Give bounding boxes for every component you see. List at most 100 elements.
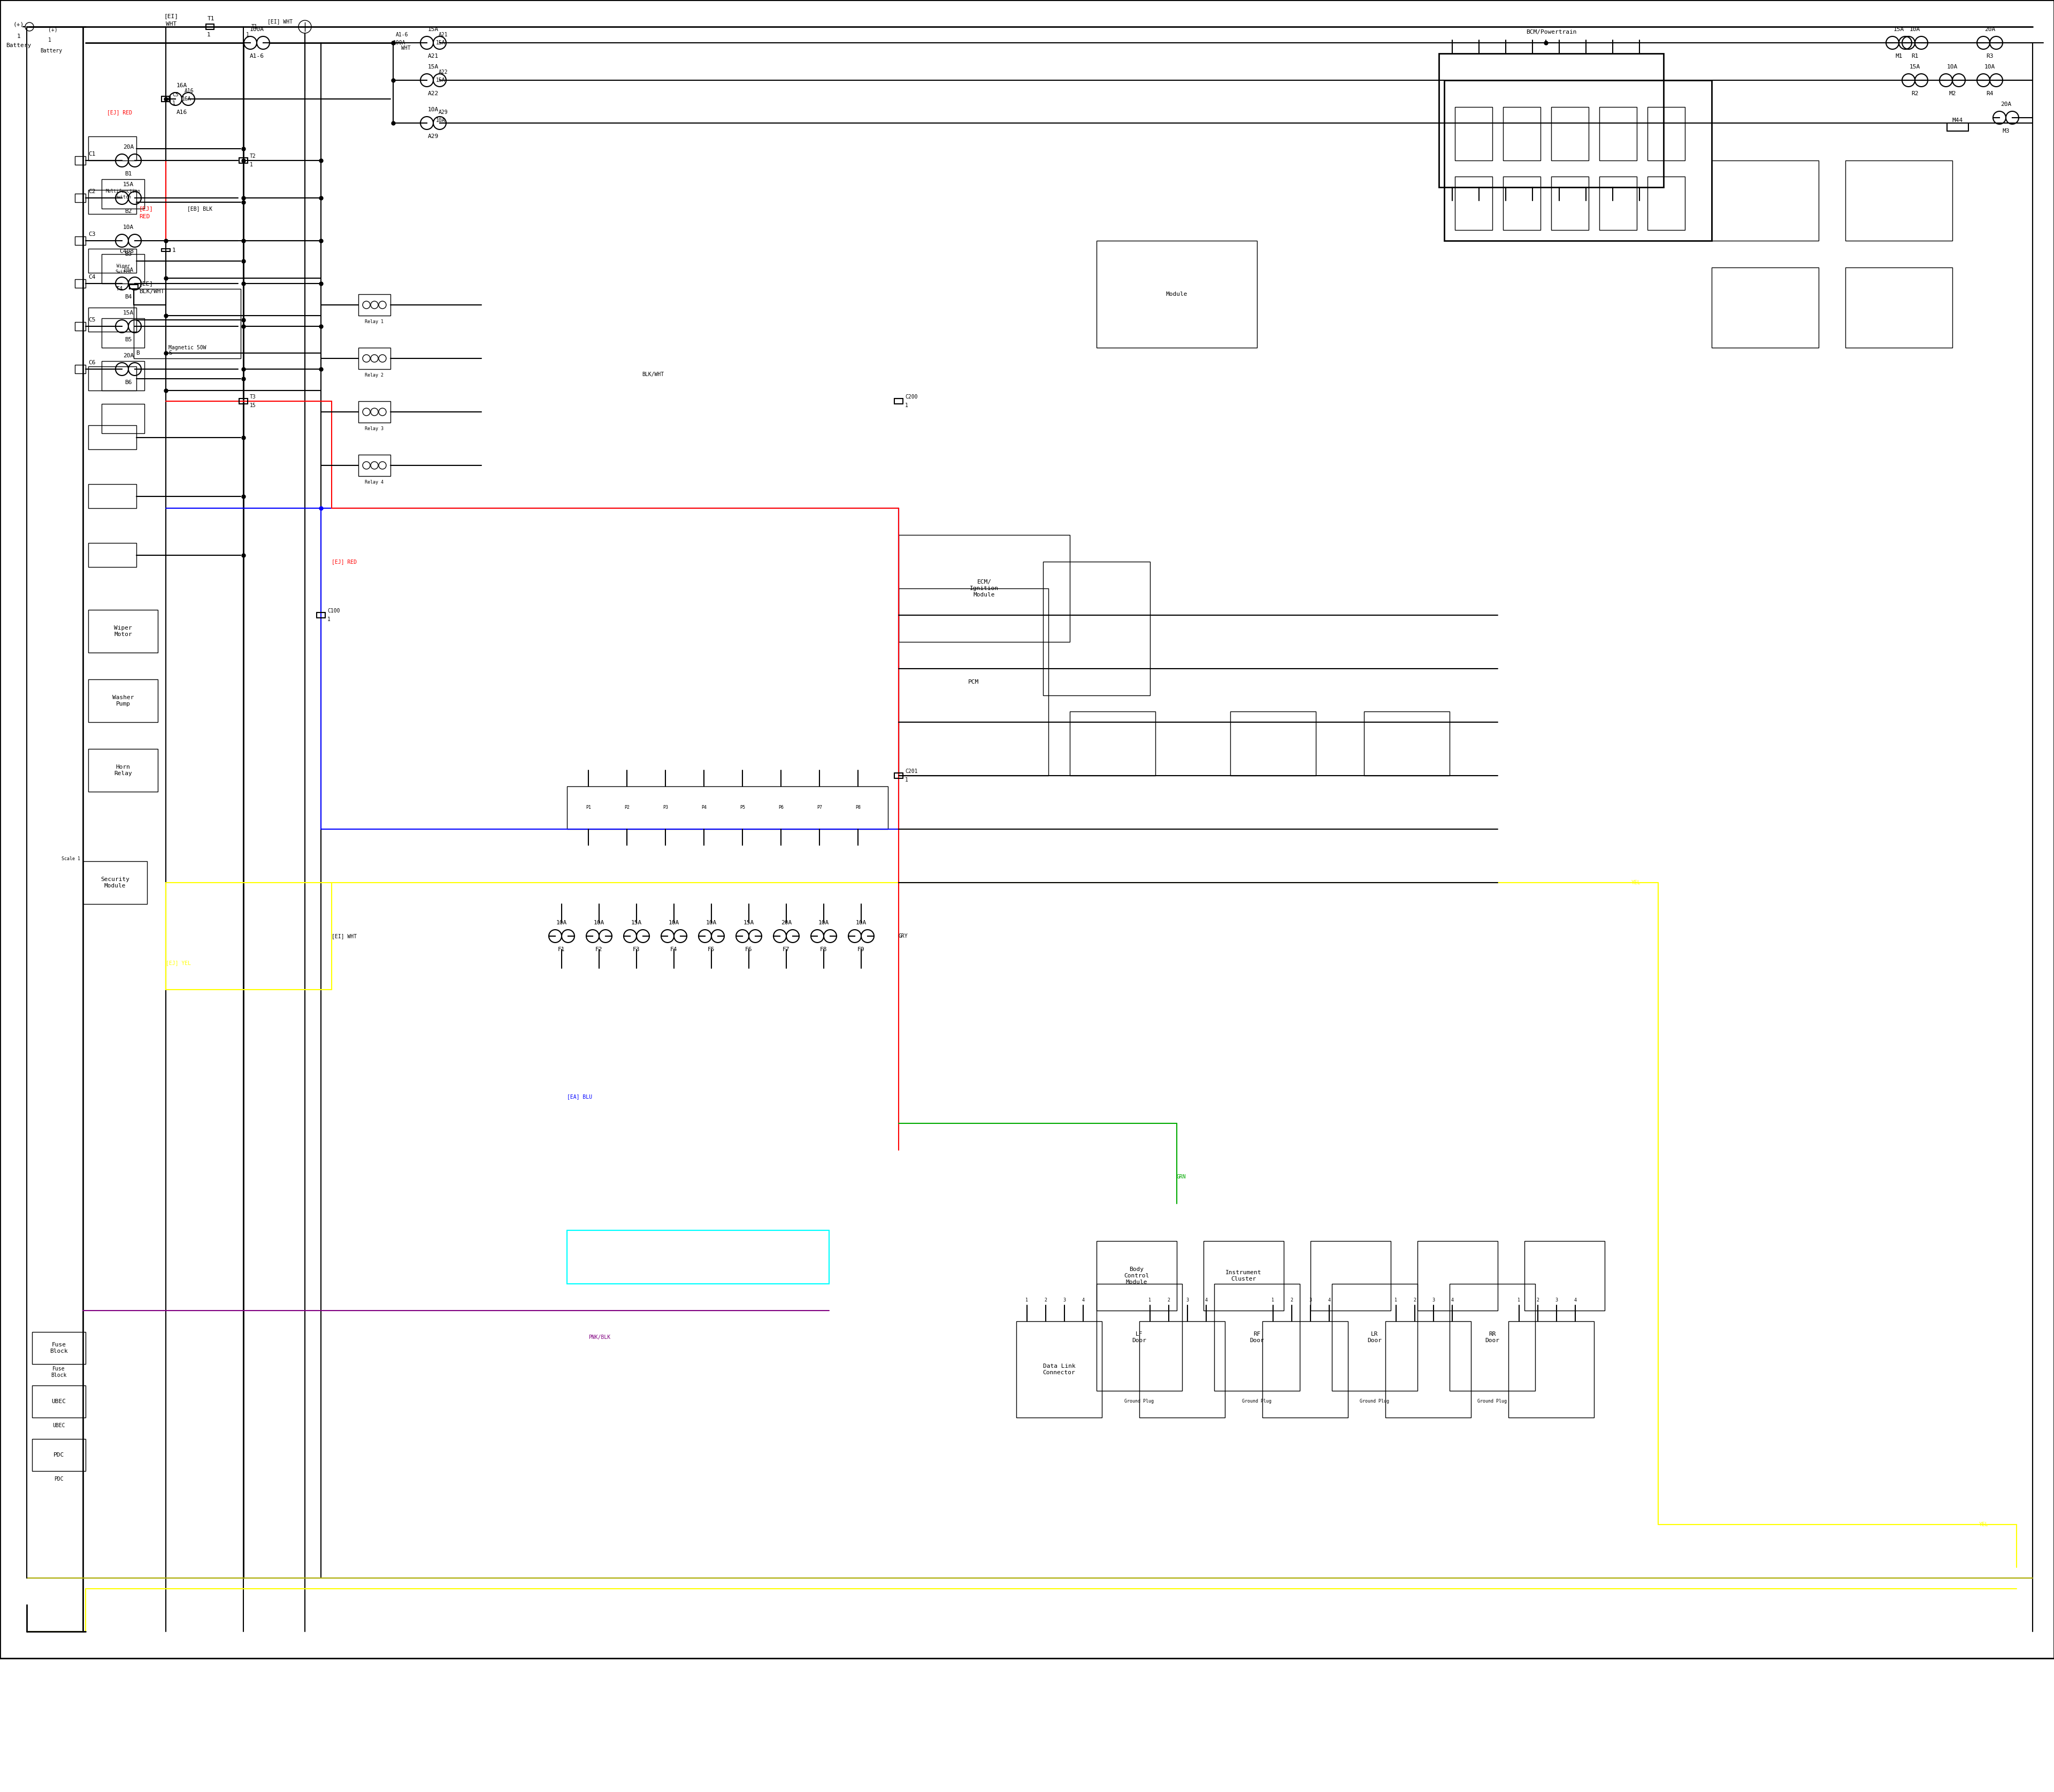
Bar <box>88 543 136 566</box>
Text: R1: R1 <box>1912 54 1918 59</box>
Bar <box>74 194 86 202</box>
Bar <box>88 366 136 391</box>
Text: Multifunction
Switch: Multifunction Switch <box>105 188 140 199</box>
Text: 1: 1 <box>327 616 331 622</box>
Bar <box>1600 177 1637 229</box>
Text: 20A: 20A <box>123 353 134 358</box>
Bar <box>1214 1283 1300 1391</box>
Text: C2: C2 <box>88 188 94 194</box>
Text: B1: B1 <box>125 172 131 177</box>
Bar <box>101 179 144 208</box>
Bar <box>1508 1321 1594 1417</box>
Bar <box>33 1385 86 1417</box>
Text: 15A: 15A <box>631 919 643 925</box>
Text: 15A: 15A <box>1894 27 1904 32</box>
Bar <box>1263 1321 1347 1417</box>
Text: PDC: PDC <box>53 1452 64 1457</box>
Text: A1-6: A1-6 <box>396 32 409 38</box>
Bar <box>1844 161 1953 240</box>
Text: F1: F1 <box>559 946 565 952</box>
Bar <box>1097 240 1257 348</box>
Text: [EA] BLU: [EA] BLU <box>567 1093 592 1098</box>
Bar <box>1454 177 1493 229</box>
Text: Relay 2: Relay 2 <box>366 373 384 378</box>
Bar <box>101 360 144 391</box>
Text: Ground Plug: Ground Plug <box>1243 1400 1271 1403</box>
Bar <box>82 862 148 903</box>
Text: BCM/Powertrain: BCM/Powertrain <box>1526 29 1577 34</box>
Text: A29: A29 <box>440 109 448 115</box>
Text: 10A: 10A <box>427 108 440 113</box>
Text: Ground Plug: Ground Plug <box>1477 1400 1508 1403</box>
Text: 1: 1 <box>1518 1297 1520 1303</box>
Text: 15A: 15A <box>435 77 446 82</box>
Text: 10A: 10A <box>668 919 680 925</box>
Bar <box>74 366 86 373</box>
Text: A16: A16 <box>185 88 193 93</box>
Text: 10A: 10A <box>707 919 717 925</box>
Text: Ground Plug: Ground Plug <box>1360 1400 1389 1403</box>
Bar <box>88 190 136 213</box>
Bar <box>1524 1242 1604 1310</box>
Text: T1: T1 <box>207 16 216 22</box>
Text: M2: M2 <box>1949 91 1955 97</box>
Text: WHT: WHT <box>166 22 177 27</box>
Bar <box>1017 1321 1101 1417</box>
Text: P3: P3 <box>663 805 668 810</box>
Text: C6: C6 <box>88 360 94 366</box>
Bar <box>1331 1283 1417 1391</box>
Text: 15: 15 <box>251 403 257 409</box>
Bar <box>1097 1283 1183 1391</box>
Bar <box>88 609 158 652</box>
Text: Horn
Relay: Horn Relay <box>115 765 131 776</box>
Text: T3: T3 <box>251 394 257 400</box>
Text: RF
Door: RF Door <box>1249 1331 1263 1342</box>
Text: (+): (+) <box>12 22 25 27</box>
Bar <box>1647 177 1684 229</box>
Text: 1: 1 <box>207 32 210 38</box>
Bar <box>1440 54 1664 186</box>
Text: GRY: GRY <box>900 934 908 939</box>
Text: Battery: Battery <box>6 43 31 48</box>
Text: C200: C200 <box>906 394 918 400</box>
Text: 20A: 20A <box>781 919 791 925</box>
Text: 1: 1 <box>251 161 253 167</box>
Bar <box>1204 1242 1284 1310</box>
Text: UBEC: UBEC <box>51 1400 66 1405</box>
Bar <box>1230 711 1317 776</box>
Text: 4: 4 <box>1573 1297 1577 1303</box>
Text: 1: 1 <box>173 100 175 106</box>
Text: F5: F5 <box>709 946 715 952</box>
Text: T2: T2 <box>251 154 257 159</box>
Text: 2: 2 <box>1167 1297 1171 1303</box>
Text: M44: M44 <box>1953 118 1964 124</box>
Text: B2: B2 <box>125 208 131 213</box>
Bar <box>101 403 144 434</box>
Text: C201: C201 <box>906 769 918 774</box>
Text: [EJ] RED: [EJ] RED <box>331 559 357 564</box>
Text: Data Link
Connector: Data Link Connector <box>1043 1364 1076 1374</box>
Bar <box>88 308 136 332</box>
Text: 1: 1 <box>246 32 249 38</box>
Text: 2: 2 <box>1043 1297 1048 1303</box>
Text: A21: A21 <box>427 54 440 59</box>
Text: 1: 1 <box>47 38 51 43</box>
Bar <box>357 401 390 423</box>
Text: Wiper
Switch: Wiper Switch <box>115 263 131 274</box>
Text: 20A: 20A <box>2001 102 2011 108</box>
Text: 1: 1 <box>906 778 908 783</box>
Text: GRN: GRN <box>1177 1174 1187 1179</box>
Text: 1: 1 <box>173 247 177 253</box>
Text: Wiper
Motor: Wiper Motor <box>115 625 131 636</box>
Text: F9: F9 <box>859 946 865 952</box>
Bar <box>900 588 1048 776</box>
Text: M1: M1 <box>1896 54 1902 59</box>
Text: 4: 4 <box>1327 1297 1331 1303</box>
Text: [EJ] RED: [EJ] RED <box>107 109 131 115</box>
Text: F3: F3 <box>633 946 641 952</box>
Text: 10A: 10A <box>1984 65 1994 70</box>
Text: 10A: 10A <box>557 919 567 925</box>
Text: P6: P6 <box>778 805 785 810</box>
Text: 10A: 10A <box>435 118 446 124</box>
Bar <box>88 249 136 272</box>
